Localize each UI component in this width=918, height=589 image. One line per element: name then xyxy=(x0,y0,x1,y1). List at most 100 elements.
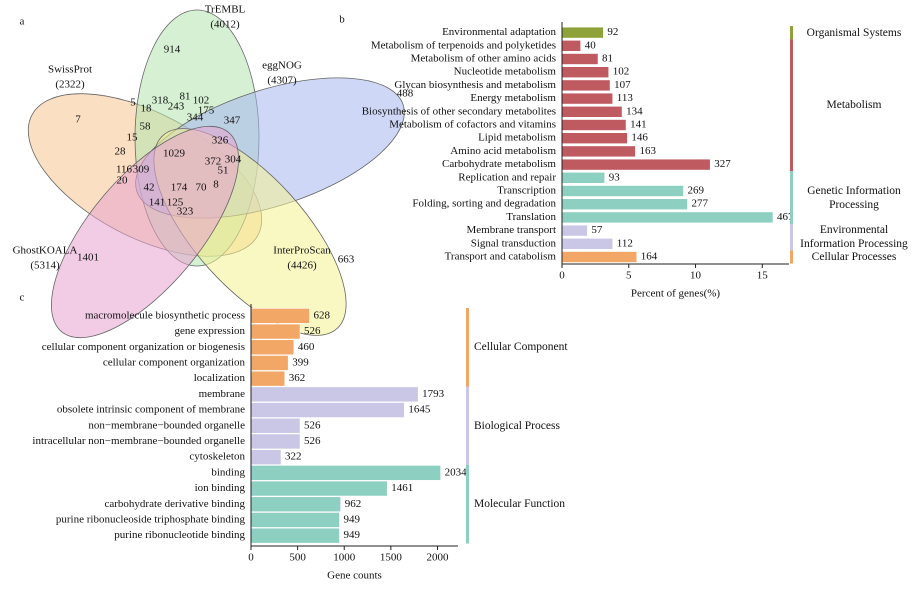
region-count: 1029 xyxy=(163,148,186,160)
value-label: 949 xyxy=(343,529,360,541)
y-tick-label: Metabolism of terpenoids and polyketides xyxy=(371,39,556,51)
value-label: 467 xyxy=(777,211,794,223)
bar xyxy=(250,339,295,356)
value-label: 164 xyxy=(641,251,658,263)
y-tick-label: Metabolism of cofactors and vitamins xyxy=(389,119,556,131)
x-tick-label: 1000 xyxy=(333,552,356,564)
region-count: 8 xyxy=(213,179,219,191)
value-label: 949 xyxy=(343,513,360,525)
value-label: 460 xyxy=(298,341,315,353)
y-tick-label: Nucleotide metabolism xyxy=(454,66,557,78)
bar xyxy=(250,527,340,544)
value-label: 322 xyxy=(285,451,302,463)
group-label-box: Genetic Information Processing xyxy=(807,185,901,211)
region-count: 18 xyxy=(141,103,153,115)
y-tick-label: Translation xyxy=(506,211,556,223)
region-count: 326 xyxy=(212,135,229,147)
value-label: 81 xyxy=(602,53,613,65)
y-tick-label: cellular component organization xyxy=(103,356,246,368)
x-axis-title: Gene counts xyxy=(327,570,382,582)
group-label: Metabolism xyxy=(826,99,882,112)
x-tick-label: 0 xyxy=(559,270,565,282)
group-strip xyxy=(790,224,793,251)
value-label: 1645 xyxy=(408,404,431,416)
set-name: SwissProt xyxy=(48,64,92,76)
y-tick-label: Transcription xyxy=(497,185,556,197)
bar xyxy=(561,39,581,52)
bar xyxy=(250,323,301,340)
y-tick-label: Carbohydrate metabolism xyxy=(442,158,556,170)
y-tick-label: non−membrane−bounded organelle xyxy=(88,419,245,431)
region-count: 323 xyxy=(177,206,194,218)
region-count: 51 xyxy=(218,165,229,177)
x-tick-label: 500 xyxy=(289,552,306,564)
y-tick-label: Folding, sorting and degradation xyxy=(412,198,556,210)
bar xyxy=(561,172,606,184)
x-axis-title: Percent of genes(%) xyxy=(631,288,721,300)
value-label: 93 xyxy=(609,171,621,183)
set-size: (2322) xyxy=(55,79,85,91)
region-count: 15 xyxy=(127,132,139,144)
y-tick-label: Biosynthesis of other secondary metaboli… xyxy=(362,105,556,117)
y-tick-label: Lipid metabolism xyxy=(478,132,556,144)
panel-label: c xyxy=(20,292,25,304)
group-label-box: Metabolism xyxy=(826,99,882,112)
value-label: 1793 xyxy=(422,388,445,400)
value-label: 327 xyxy=(714,158,731,170)
bar xyxy=(561,79,611,92)
region-count: 7 xyxy=(75,114,81,126)
y-tick-label: purine ribonucleoside triphosphate bindi… xyxy=(56,513,246,525)
bar xyxy=(561,158,711,171)
group-label-box: Molecular Function xyxy=(474,498,566,511)
y-tick-label: Glycan biosynthesis and metabolism xyxy=(394,79,556,91)
region-count: 102 xyxy=(193,95,210,107)
bar xyxy=(561,224,588,237)
bar xyxy=(250,480,388,497)
y-tick-label: carbohydrate derivative binding xyxy=(104,498,245,510)
group-label: Cellular Processes xyxy=(811,251,897,263)
value-label: 112 xyxy=(617,237,633,249)
bar xyxy=(561,119,627,131)
region-count: 5 xyxy=(130,97,136,109)
value-label: 526 xyxy=(304,325,321,337)
region-count: 28 xyxy=(115,146,127,158)
region-count: 663 xyxy=(338,254,355,266)
value-label: 92 xyxy=(607,26,618,38)
value-label: 57 xyxy=(591,224,603,236)
group-label-box: Biological Process xyxy=(474,420,560,432)
bar xyxy=(250,308,310,324)
y-tick-label: macromolecule biosynthetic process xyxy=(85,309,245,321)
value-label: 2034 xyxy=(445,466,468,478)
set-size: (4307) xyxy=(267,75,297,87)
group-label-box: Cellular Component xyxy=(474,341,568,353)
y-tick-label: Environmental adaptation xyxy=(442,26,556,38)
bar xyxy=(561,106,623,118)
value-label: 962 xyxy=(345,498,362,510)
region-count: 914 xyxy=(164,44,181,56)
region-count: 116 xyxy=(116,164,133,176)
group-strip xyxy=(466,465,469,544)
bar xyxy=(250,465,441,481)
group-strip xyxy=(790,39,793,172)
region-count: 20 xyxy=(117,175,129,187)
bar xyxy=(561,251,638,263)
y-tick-label: gene expression xyxy=(174,325,245,337)
region-count: 174 xyxy=(171,182,188,194)
region-count: 318 xyxy=(152,95,169,107)
set-name: TrEMBL xyxy=(205,4,246,16)
bar xyxy=(250,402,405,418)
y-tick-label: binding xyxy=(211,466,245,478)
y-tick-label: Transport and catabolism xyxy=(445,251,557,263)
group-strip xyxy=(466,386,469,465)
group-label: Molecular Function xyxy=(474,498,566,511)
bar xyxy=(561,238,614,250)
value-label: 107 xyxy=(614,79,631,91)
bar xyxy=(561,26,604,39)
value-label: 113 xyxy=(617,92,634,104)
x-tick-label: 0 xyxy=(248,552,254,564)
y-tick-label: intracellular non−membrane−bounded organ… xyxy=(32,435,245,447)
bar xyxy=(250,449,282,465)
value-label: 134 xyxy=(626,105,643,117)
value-label: 399 xyxy=(292,356,309,368)
x-tick-label: 15 xyxy=(757,270,769,282)
